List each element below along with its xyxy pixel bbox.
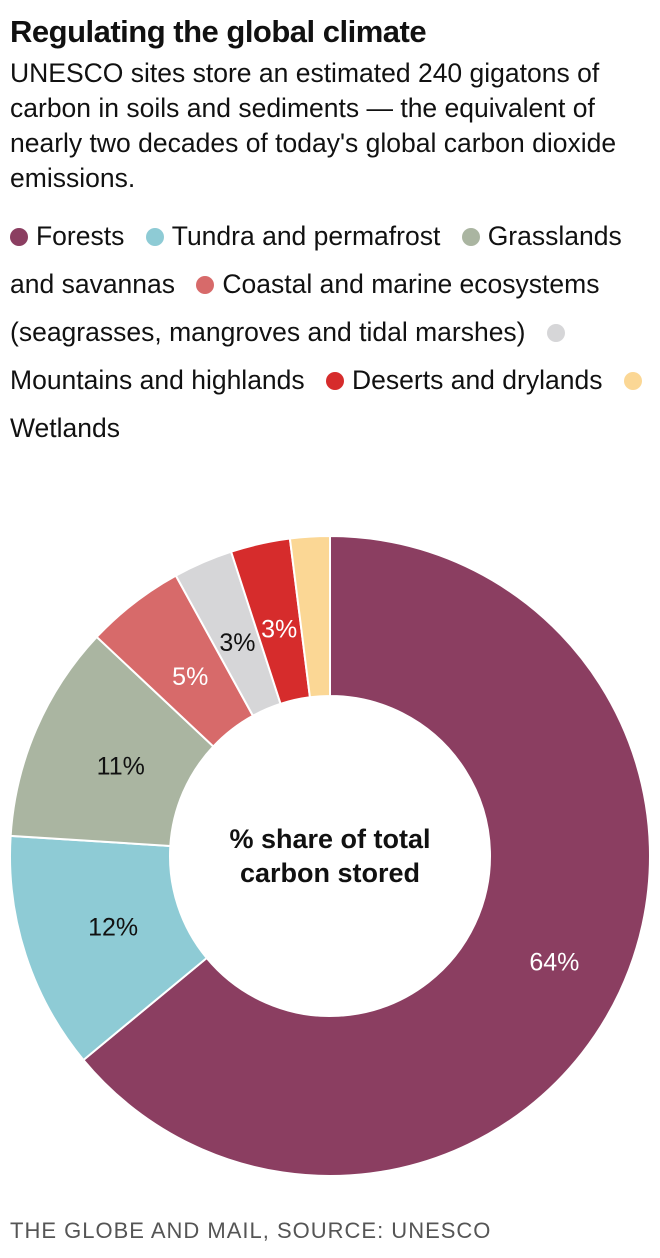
legend-label: Wetlands xyxy=(10,413,120,443)
legend-item: Wetlands xyxy=(10,365,650,443)
slice-value-label: 5% xyxy=(172,663,208,691)
chart-title: Regulating the global climate xyxy=(10,14,427,49)
center-label-line-2: carbon stored xyxy=(240,858,420,888)
legend-label: Mountains and highlands xyxy=(10,365,305,395)
source-credit: THE GLOBE AND MAIL, SOURCE: UNESCO xyxy=(10,1218,492,1243)
center-label-line-1: % share of total xyxy=(229,824,430,854)
donut-slices xyxy=(9,534,651,1177)
legend-label: Deserts and drylands xyxy=(352,365,603,395)
legend-swatch xyxy=(623,372,642,390)
donut-slice-labels: 64% 12% 11% 5% 3% 3% xyxy=(88,616,579,977)
legend-label: Grasslands and savannas xyxy=(10,221,622,299)
donut-slice xyxy=(9,834,209,1062)
donut-slice xyxy=(82,534,651,1177)
legend-swatch xyxy=(326,372,345,390)
legend-swatch xyxy=(461,228,480,246)
donut-slice xyxy=(288,534,331,699)
slice-value-label: 3% xyxy=(261,616,297,644)
legend: Forests Tundra and permafrost Grasslands… xyxy=(10,212,650,452)
legend-item: Mountains and highlands xyxy=(10,317,573,395)
legend-label: Tundra and permafrost xyxy=(171,221,441,251)
legend-swatch xyxy=(145,228,164,246)
slice-value-label: 12% xyxy=(88,913,138,941)
legend-item: Grasslands and savannas xyxy=(10,221,622,299)
slice-value-label: 64% xyxy=(529,949,579,977)
legend-item: Coastal and marine ecosystems (seagrasse… xyxy=(10,269,599,347)
slice-value-label: 3% xyxy=(219,629,255,657)
legend-label: Coastal and marine ecosystems (seagrasse… xyxy=(10,269,600,347)
legend-item: Deserts and drylands xyxy=(326,365,602,395)
legend-swatch xyxy=(10,228,28,246)
legend-swatch xyxy=(196,276,215,294)
legend-label: Forests xyxy=(36,221,125,251)
slice-value-label: 11% xyxy=(97,752,145,780)
legend-item: Tundra and permafrost xyxy=(145,221,441,251)
legend-swatch xyxy=(546,324,565,342)
legend-item: Forests xyxy=(10,221,124,251)
donut-chart: 64% 12% 11% 5% 3% 3% % share of total carbon … xyxy=(9,534,651,1177)
chart-subtitle: UNESCO sites store an estimated 240 giga… xyxy=(10,58,617,193)
